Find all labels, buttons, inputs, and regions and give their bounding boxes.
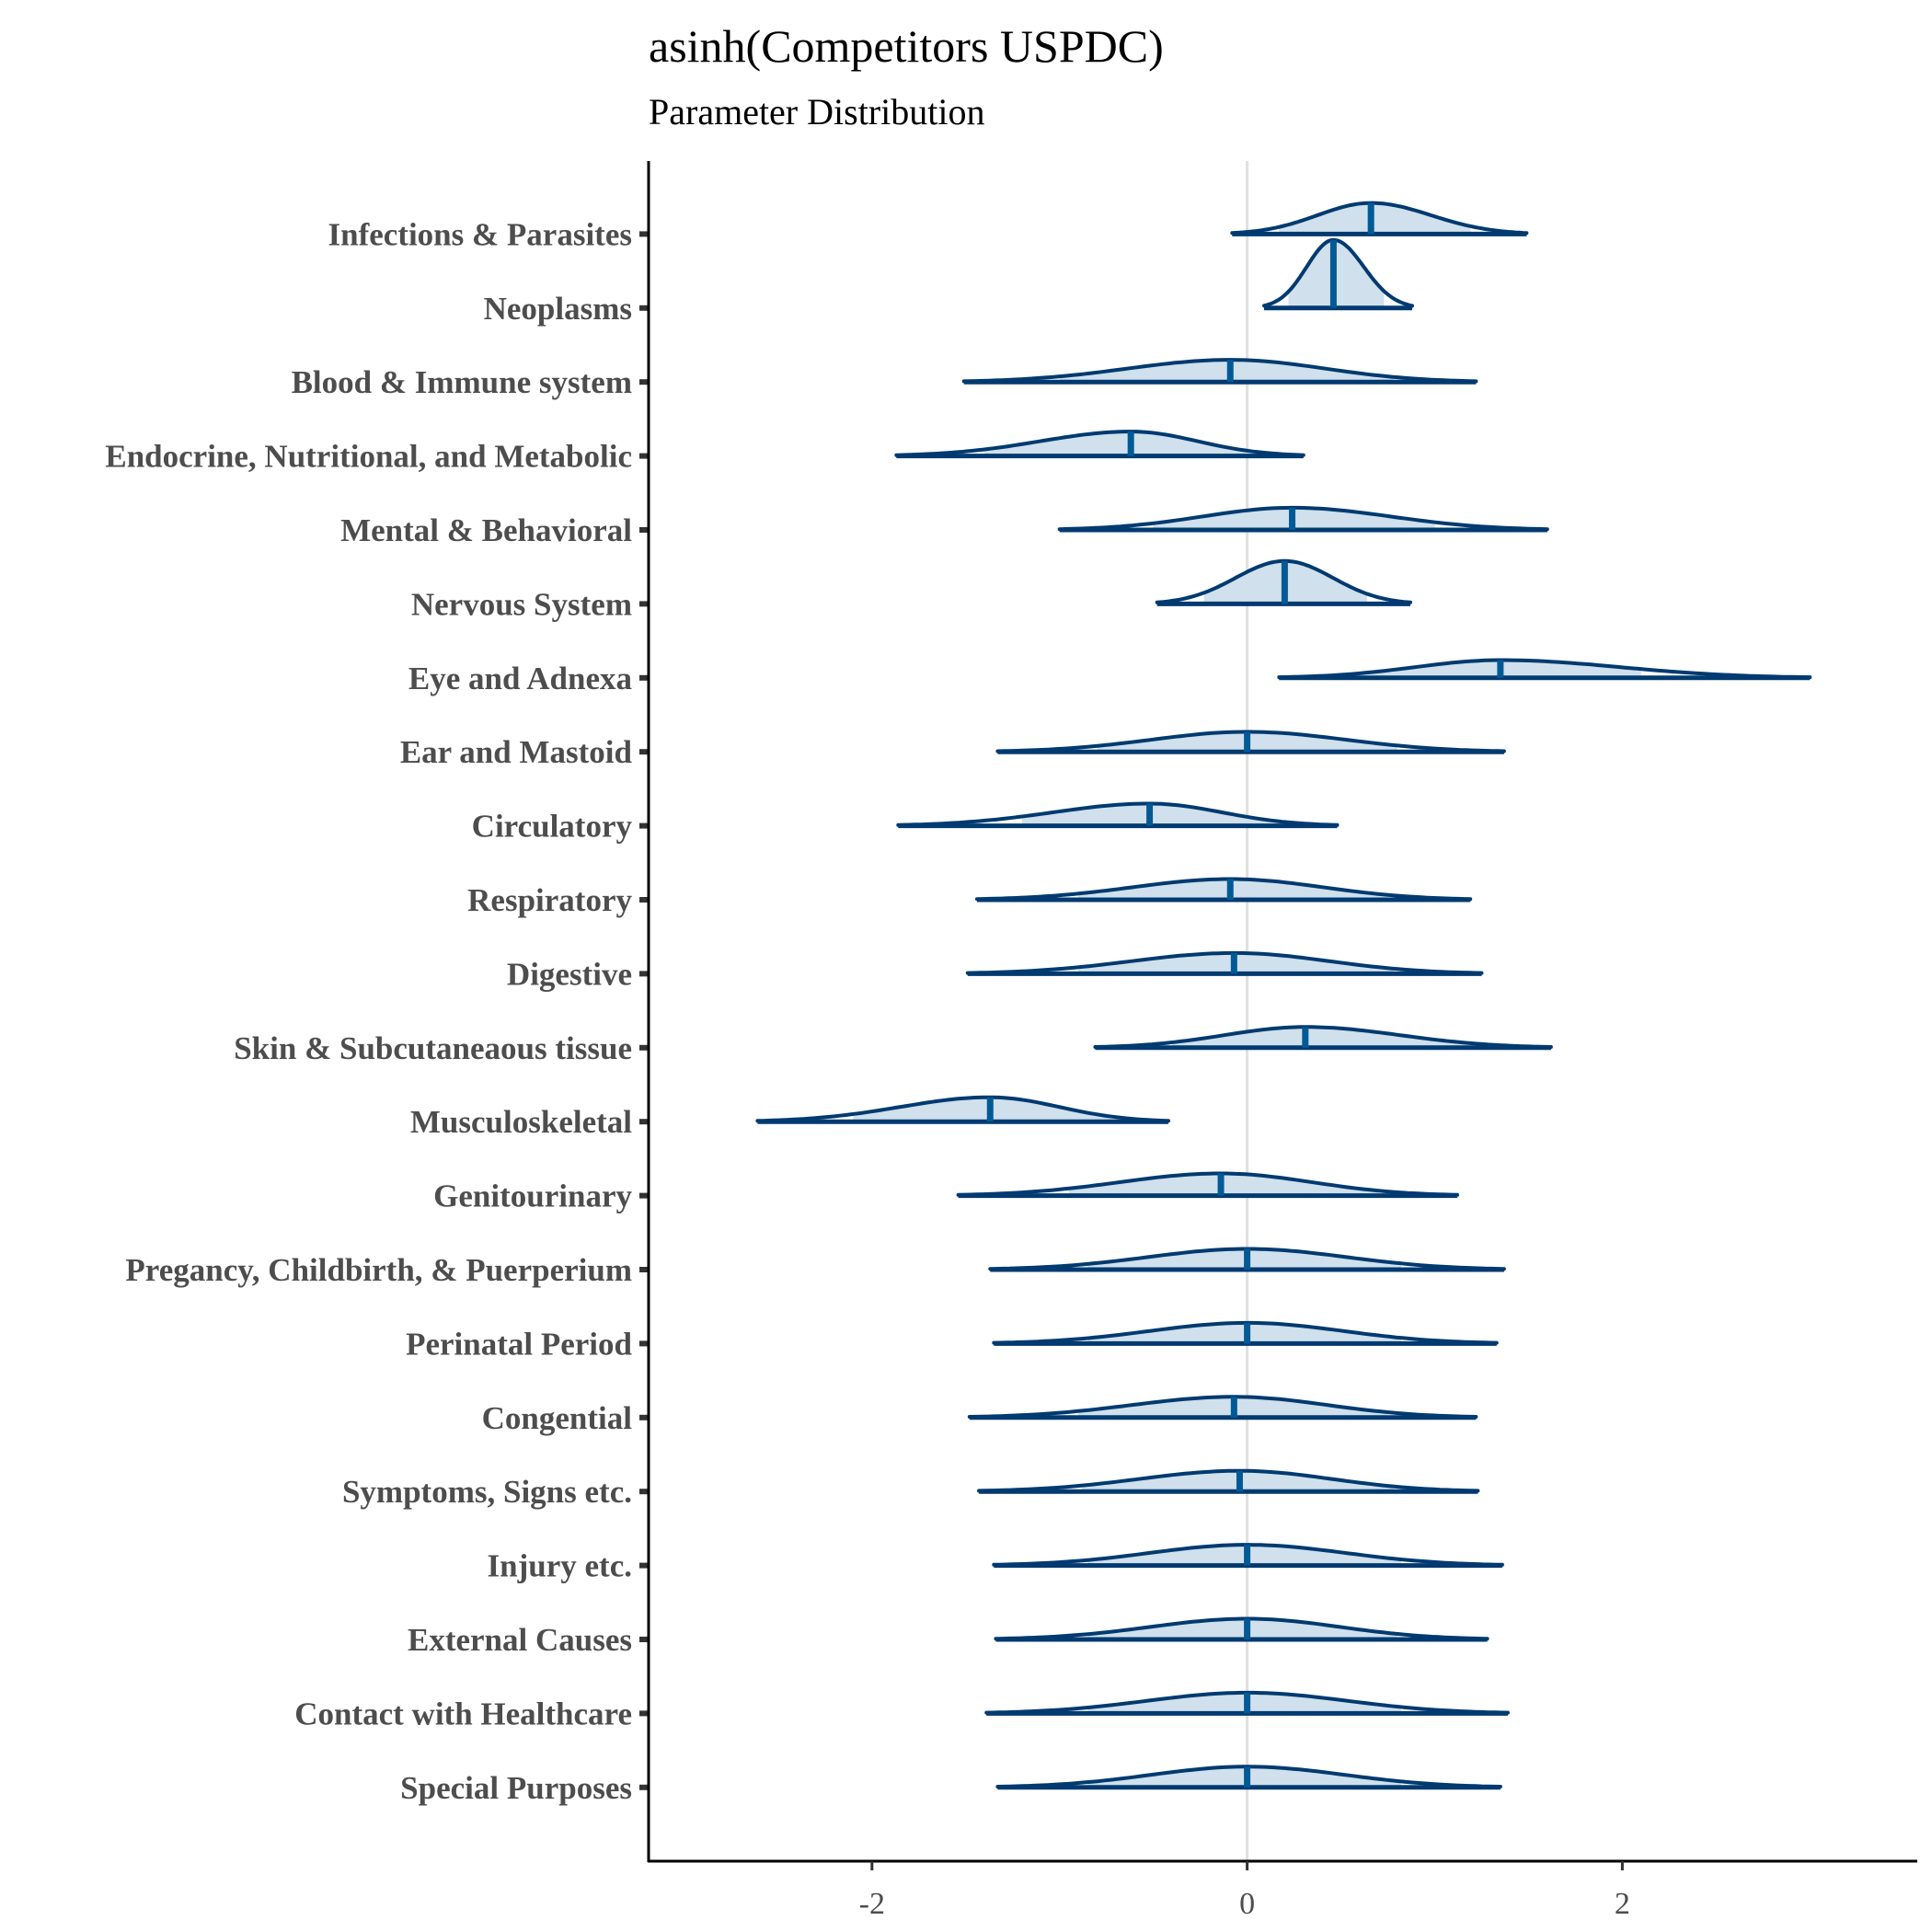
- interval-shade: [1087, 1618, 1397, 1639]
- density-curve: [977, 1468, 1480, 1493]
- y-tick-label: Blood & Immune system: [292, 364, 632, 400]
- density-curve: [1262, 237, 1414, 308]
- interval-shade: [1059, 360, 1394, 383]
- category-row: Infections & Parasites: [328, 201, 1529, 252]
- category-row: Ear and Mastoid: [400, 730, 1506, 770]
- chart-subtitle: Parameter Distribution: [649, 91, 984, 132]
- density-curve: [1277, 658, 1812, 680]
- interval-shade: [853, 1097, 1116, 1122]
- y-tick-label: Contact with Healthcare: [294, 1696, 632, 1731]
- y-tick-label: Pregancy, Childbirth, & Puerperium: [125, 1252, 632, 1288]
- category-row: Congential: [482, 1395, 1478, 1436]
- category-row: Special Purposes: [400, 1765, 1502, 1806]
- category-row: Blood & Immune system: [292, 358, 1478, 400]
- interval-shade: [984, 431, 1266, 456]
- density-curve: [1230, 201, 1529, 236]
- category-row: Symptoms, Signs etc.: [342, 1468, 1480, 1510]
- category-row: Contact with Healthcare: [294, 1690, 1510, 1731]
- category-row: Digestive: [507, 950, 1484, 992]
- density-curve: [965, 950, 1484, 975]
- density-curve: [896, 801, 1340, 827]
- density-curve: [995, 730, 1506, 753]
- density-curve: [956, 1171, 1459, 1197]
- category-row: Eye and Adnexa: [408, 658, 1812, 696]
- y-tick-label: Injury etc.: [488, 1548, 632, 1584]
- y-tick-label: Digestive: [507, 956, 632, 992]
- density-curve: [1057, 505, 1549, 532]
- interval-shade: [1340, 660, 1641, 678]
- category-row: Circulatory: [472, 801, 1340, 845]
- y-tick-label: Mental & Behavioral: [340, 512, 632, 548]
- y-tick-label: Eye and Adnexa: [408, 661, 632, 696]
- category-row: Injury etc.: [488, 1543, 1504, 1584]
- category-row: Nervous System: [411, 558, 1412, 622]
- category-row: Pregancy, Childbirth, & Puerperium: [125, 1247, 1506, 1288]
- y-tick-label: Congential: [482, 1400, 633, 1436]
- category-row: Skin & Subcutaneaous tissue: [234, 1025, 1553, 1066]
- category-row: Endocrine, Nutritional, and Metabolic: [105, 430, 1305, 475]
- y-tick-label: Skin & Subcutaneaous tissue: [234, 1030, 632, 1066]
- y-tick-label: Ear and Mastoid: [400, 734, 633, 770]
- y-tick-label: Circulatory: [472, 809, 633, 845]
- y-tick-label: Genitourinary: [433, 1179, 632, 1214]
- category-row: Respiratory: [467, 877, 1473, 918]
- density-curve: [975, 877, 1473, 902]
- y-tick-label: External Causes: [408, 1622, 632, 1658]
- x-tick-label: -2: [859, 1887, 885, 1921]
- category-row: Neoplasms: [484, 237, 1414, 327]
- density-curve: [961, 358, 1478, 384]
- y-tick-label: Perinatal Period: [406, 1326, 632, 1362]
- y-tick-label: Special Purposes: [400, 1770, 632, 1806]
- density-curve: [994, 1616, 1489, 1641]
- x-tick-label: 2: [1615, 1887, 1630, 1921]
- x-tick-label: 0: [1239, 1887, 1255, 1921]
- category-row: Genitourinary: [433, 1171, 1459, 1214]
- y-tick-label: Infections & Parasites: [328, 216, 632, 252]
- category-row: External Causes: [408, 1616, 1489, 1658]
- y-tick-label: Musculoskeletal: [410, 1104, 632, 1140]
- interval-shade: [1279, 202, 1471, 235]
- density-curve: [894, 430, 1305, 457]
- density-curve: [1093, 1025, 1553, 1049]
- category-row: Perinatal Period: [406, 1320, 1499, 1362]
- y-tick-label: Endocrine, Nutritional, and Metabolic: [105, 439, 632, 475]
- plot-area: Infections & Parasites Neoplasms Blood & I…: [105, 161, 1917, 1921]
- category-row: Mental & Behavioral: [340, 505, 1549, 548]
- density-curve: [967, 1395, 1478, 1419]
- y-tick-label: Symptoms, Signs etc.: [342, 1474, 632, 1510]
- y-tick-label: Respiratory: [467, 882, 632, 918]
- category-row: Musculoskeletal: [410, 1095, 1170, 1140]
- y-tick-label: Neoplasms: [484, 291, 632, 327]
- y-tick-label: Nervous System: [411, 586, 632, 622]
- density-curve: [755, 1095, 1170, 1123]
- chart-title: asinh(Competitors USPDC): [649, 20, 1164, 72]
